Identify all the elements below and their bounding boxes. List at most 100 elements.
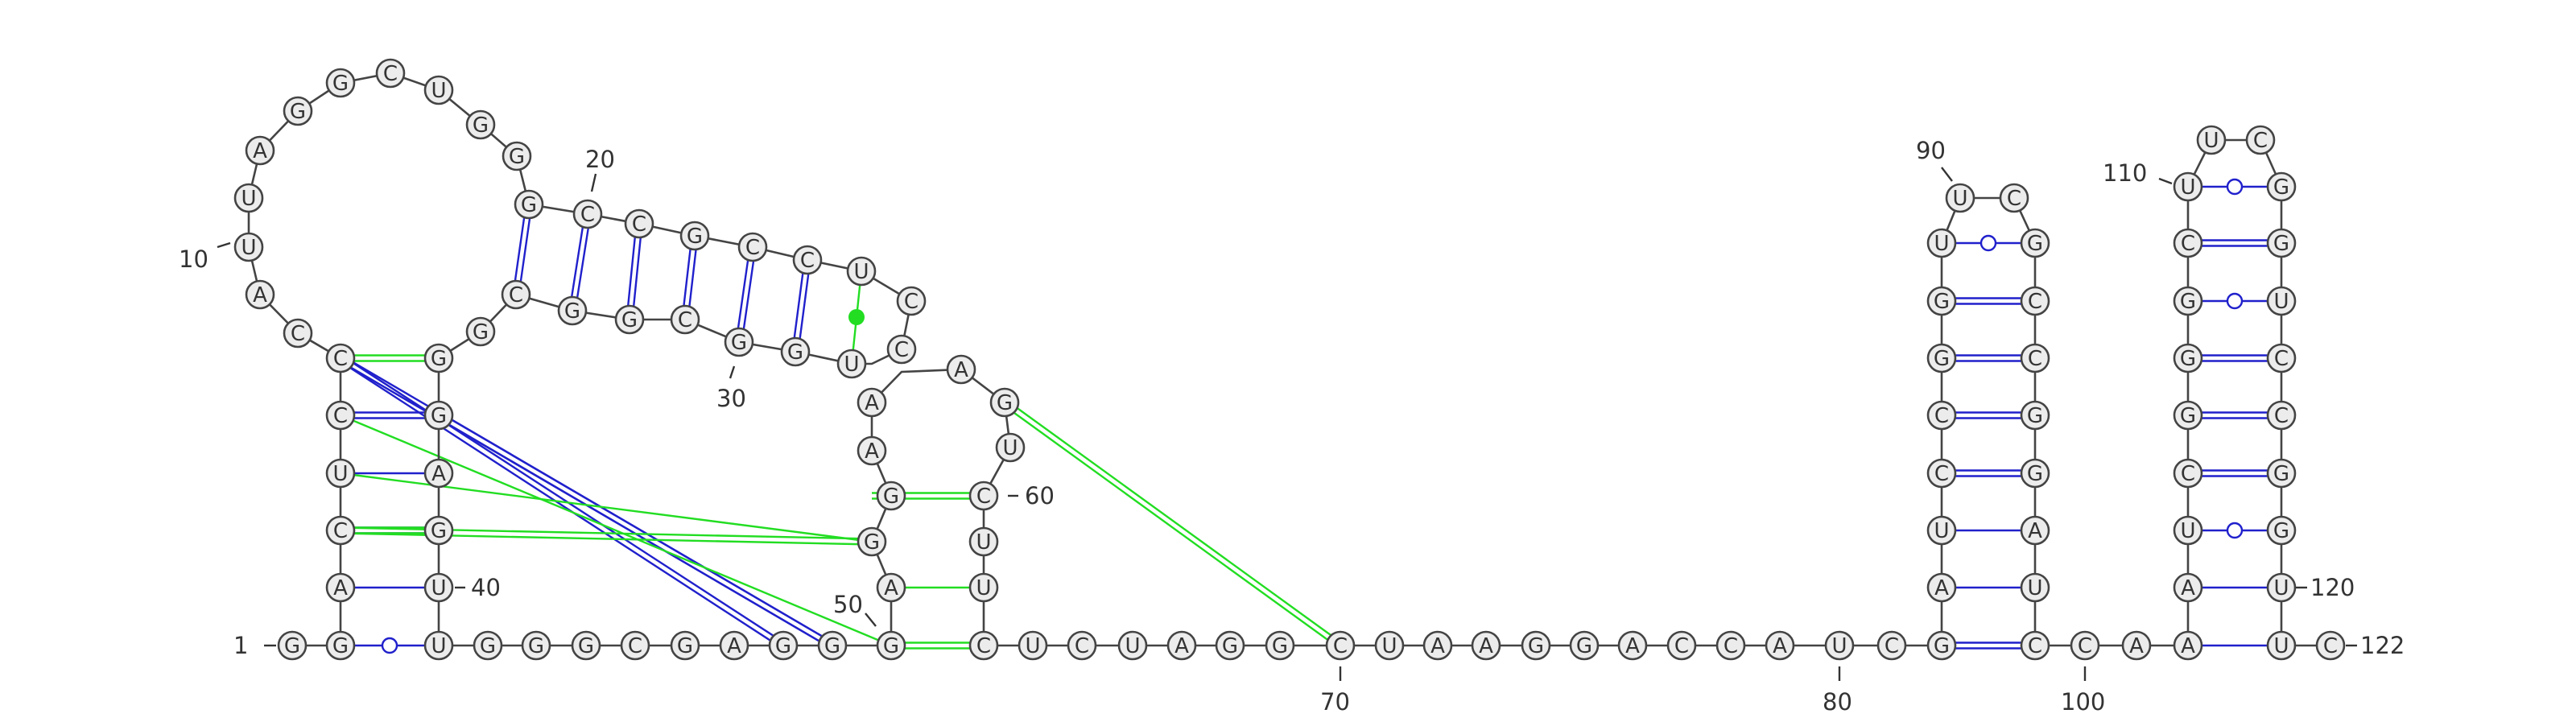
residue-number-110: 110 bbox=[2103, 159, 2147, 187]
nucleotide-letter: U bbox=[431, 634, 446, 658]
nucleotide-letter: C bbox=[1333, 634, 1348, 658]
residue-number-100: 100 bbox=[2061, 688, 2105, 716]
wobble-pair-marker bbox=[381, 637, 398, 654]
wobble-pair-marker bbox=[2226, 522, 2244, 539]
nucleotide-u: U bbox=[423, 572, 454, 603]
nucleotide-a: A bbox=[857, 387, 887, 418]
nucleotide-letter: G bbox=[621, 308, 638, 332]
nucleotide-letter: U bbox=[2273, 576, 2289, 600]
nucleotide-letter: C bbox=[2323, 634, 2338, 658]
nucleotide-letter: C bbox=[976, 634, 991, 658]
nucleotide-g: G bbox=[465, 316, 496, 347]
nucleotide-g: G bbox=[571, 630, 601, 661]
nucleotide-g: G bbox=[473, 630, 503, 661]
nucleotide-letter: A bbox=[884, 576, 898, 600]
nucleotide-g: G bbox=[2266, 228, 2297, 258]
nucleotide-g: G bbox=[1265, 630, 1295, 661]
nucleotide-letter: C bbox=[745, 236, 760, 260]
canonical-pair bbox=[791, 259, 806, 352]
residue-label-tick bbox=[590, 173, 597, 192]
nucleotide-g: G bbox=[2020, 458, 2050, 489]
nucleotide-u: U bbox=[1926, 515, 1957, 546]
nucleotide-u: U bbox=[995, 432, 1026, 463]
nucleotide-letter: U bbox=[2180, 175, 2195, 200]
nucleotide-letter: G bbox=[564, 299, 580, 324]
nucleotide-letter: G bbox=[332, 634, 349, 658]
nucleotide-c: C bbox=[572, 199, 603, 229]
nucleotide-c: C bbox=[1999, 183, 2029, 213]
nucleotide-g: G bbox=[325, 630, 356, 661]
nucleotide-c: C bbox=[325, 343, 356, 373]
nucleotide-g: G bbox=[423, 343, 454, 373]
nucleotide-g: G bbox=[989, 387, 1020, 418]
nucleotide-letter: G bbox=[1934, 290, 1950, 314]
nucleotide-letter: U bbox=[1934, 519, 1949, 543]
base-pairs-layer bbox=[338, 178, 2281, 654]
nucleotide-letter: A bbox=[2181, 634, 2195, 658]
nucleotide-u: U bbox=[2173, 171, 2203, 202]
nucleotide-a: A bbox=[245, 135, 275, 166]
nucleotide-letter: C bbox=[2181, 462, 2195, 486]
nucleotide-a: A bbox=[876, 572, 906, 603]
nucleotide-c: C bbox=[2070, 630, 2100, 661]
nucleotide-c: C bbox=[2020, 630, 2050, 661]
residue-number-20: 20 bbox=[585, 146, 615, 173]
nucleotide-a: A bbox=[2173, 572, 2203, 603]
nucleotide-u: U bbox=[423, 630, 454, 661]
nucleotide-letter: G bbox=[332, 72, 349, 96]
nucleotide-letter: G bbox=[997, 391, 1013, 415]
nucleotide-letter: A bbox=[431, 462, 446, 486]
pseudoknot-pair bbox=[1005, 399, 1343, 645]
pseudoknot-pair bbox=[340, 472, 873, 543]
nucleotide-g: G bbox=[768, 630, 799, 661]
nucleotide-letter: U bbox=[844, 353, 859, 377]
nucleotide-letter: G bbox=[431, 347, 447, 371]
nucleotide-u: U bbox=[1374, 630, 1405, 661]
nucleotide-u: U bbox=[1018, 630, 1048, 661]
pseudoknot-pair bbox=[340, 414, 892, 647]
residue-number-90: 90 bbox=[1916, 137, 1946, 164]
nucleotide-u: U bbox=[2266, 630, 2297, 661]
nucleotide-g: G bbox=[614, 304, 645, 335]
nucleotide-a: A bbox=[1765, 630, 1795, 661]
nucleotide-letter: G bbox=[883, 634, 899, 658]
residue-label-tick bbox=[865, 613, 877, 627]
nucleotide-letter: C bbox=[2274, 347, 2289, 371]
nucleotide-letter: C bbox=[580, 203, 595, 227]
nucleotide-letter: U bbox=[1002, 436, 1018, 460]
nucleotide-c: C bbox=[2245, 125, 2276, 155]
nucleotide-g: G bbox=[857, 526, 887, 557]
residue-label-tick bbox=[1941, 167, 1953, 182]
nucleotide-a: A bbox=[1617, 630, 1648, 661]
residue-number-50: 50 bbox=[833, 591, 863, 618]
nucleotide-g: G bbox=[423, 400, 454, 431]
canonical-pair bbox=[797, 260, 811, 353]
nucleotide-letter: C bbox=[894, 338, 909, 362]
nucleotide-u: U bbox=[2266, 286, 2297, 316]
nucleotide-letter: G bbox=[528, 634, 544, 658]
nucleotide-a: A bbox=[245, 279, 275, 310]
nucleotide-c: C bbox=[2020, 343, 2050, 373]
nucleotide-letter: G bbox=[578, 634, 594, 658]
canonical-pair bbox=[574, 214, 592, 311]
nucleotide-letter: G bbox=[775, 634, 791, 658]
nucleotide-letter: U bbox=[431, 576, 446, 600]
nucleotide-c: C bbox=[792, 245, 823, 275]
nucleotide-c: C bbox=[375, 58, 406, 89]
nucleotide-c: C bbox=[886, 334, 917, 365]
nucleotide-letter: G bbox=[1528, 634, 1544, 658]
nucleotide-letter: G bbox=[687, 225, 703, 249]
nucleotide-g: G bbox=[1569, 630, 1600, 661]
nucleotide-letter: G bbox=[1576, 634, 1592, 658]
nucleotide-g: G bbox=[2173, 343, 2203, 373]
nucleotide-c: C bbox=[2173, 228, 2203, 258]
nucleotide-letter: A bbox=[1934, 576, 1949, 600]
nucleotide-u: U bbox=[846, 256, 877, 287]
nucleotide-u: U bbox=[423, 75, 454, 105]
nucleotide-letter: G bbox=[2273, 232, 2289, 256]
nucleotide-a: A bbox=[2121, 630, 2152, 661]
nucleotide-g: G bbox=[2020, 228, 2050, 258]
nucleotide-g: G bbox=[283, 96, 313, 126]
nucleotide-letter: C bbox=[2028, 634, 2042, 658]
nucleotide-c: C bbox=[501, 279, 531, 310]
